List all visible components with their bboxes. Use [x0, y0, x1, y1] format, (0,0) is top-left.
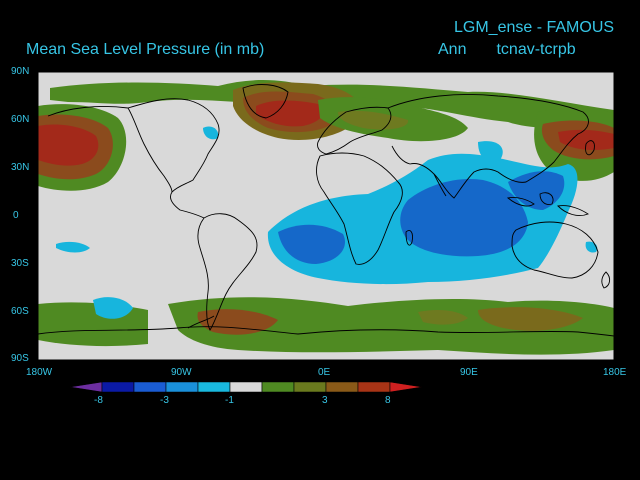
negative-anomaly-fields [56, 126, 598, 319]
lat-label-30s: 30S [11, 258, 29, 269]
colorbar-cells [69, 381, 423, 393]
colorbar-cell [389, 381, 423, 393]
colorbar-cell [229, 381, 263, 393]
colorbar-tick-label: 3 [322, 395, 328, 406]
lon-label-90e: 90E [460, 367, 478, 378]
lon-label-180e: 180E [603, 367, 627, 378]
experiment-label: tcnav-tcrpb [496, 41, 576, 58]
colorbar-cell [197, 381, 231, 393]
colorbar-cell [133, 381, 167, 393]
pressure-anomaly-map [38, 72, 614, 360]
coastlines [38, 84, 614, 337]
variable-title: Mean Sea Level Pressure (in mb) [26, 41, 265, 58]
colorbar-cell [261, 381, 295, 393]
lon-label-180w: 180W [26, 367, 53, 378]
colorbar-cell [325, 381, 359, 393]
period-label: Ann [438, 41, 467, 58]
lon-label-90w: 90W [171, 367, 192, 378]
lon-label-0e: 0E [318, 367, 331, 378]
lat-label-90n: 90N [11, 66, 30, 77]
colorbar-cell [101, 381, 135, 393]
colorbar-cell [69, 381, 103, 393]
lat-label-60n: 60N [11, 114, 30, 125]
colorbar-tick-label: 8 [385, 395, 391, 406]
lat-label-0: 0 [13, 210, 19, 221]
colorbar-cell [293, 381, 327, 393]
lat-label-60s: 60S [11, 306, 29, 317]
colorbar-tick-label: -3 [160, 395, 169, 406]
subtitle: Ann tcnav-tcrpb [438, 42, 606, 58]
lat-label-90s: 90S [11, 353, 29, 364]
colorbar-cell [165, 381, 199, 393]
lat-label-30n: 30N [11, 162, 30, 173]
colorbar-cell [357, 381, 391, 393]
model-title: LGM_ense - FAMOUS [454, 19, 615, 36]
colorbar-tick-label: -8 [94, 395, 103, 406]
colorbar-tick-label: -1 [225, 395, 234, 406]
